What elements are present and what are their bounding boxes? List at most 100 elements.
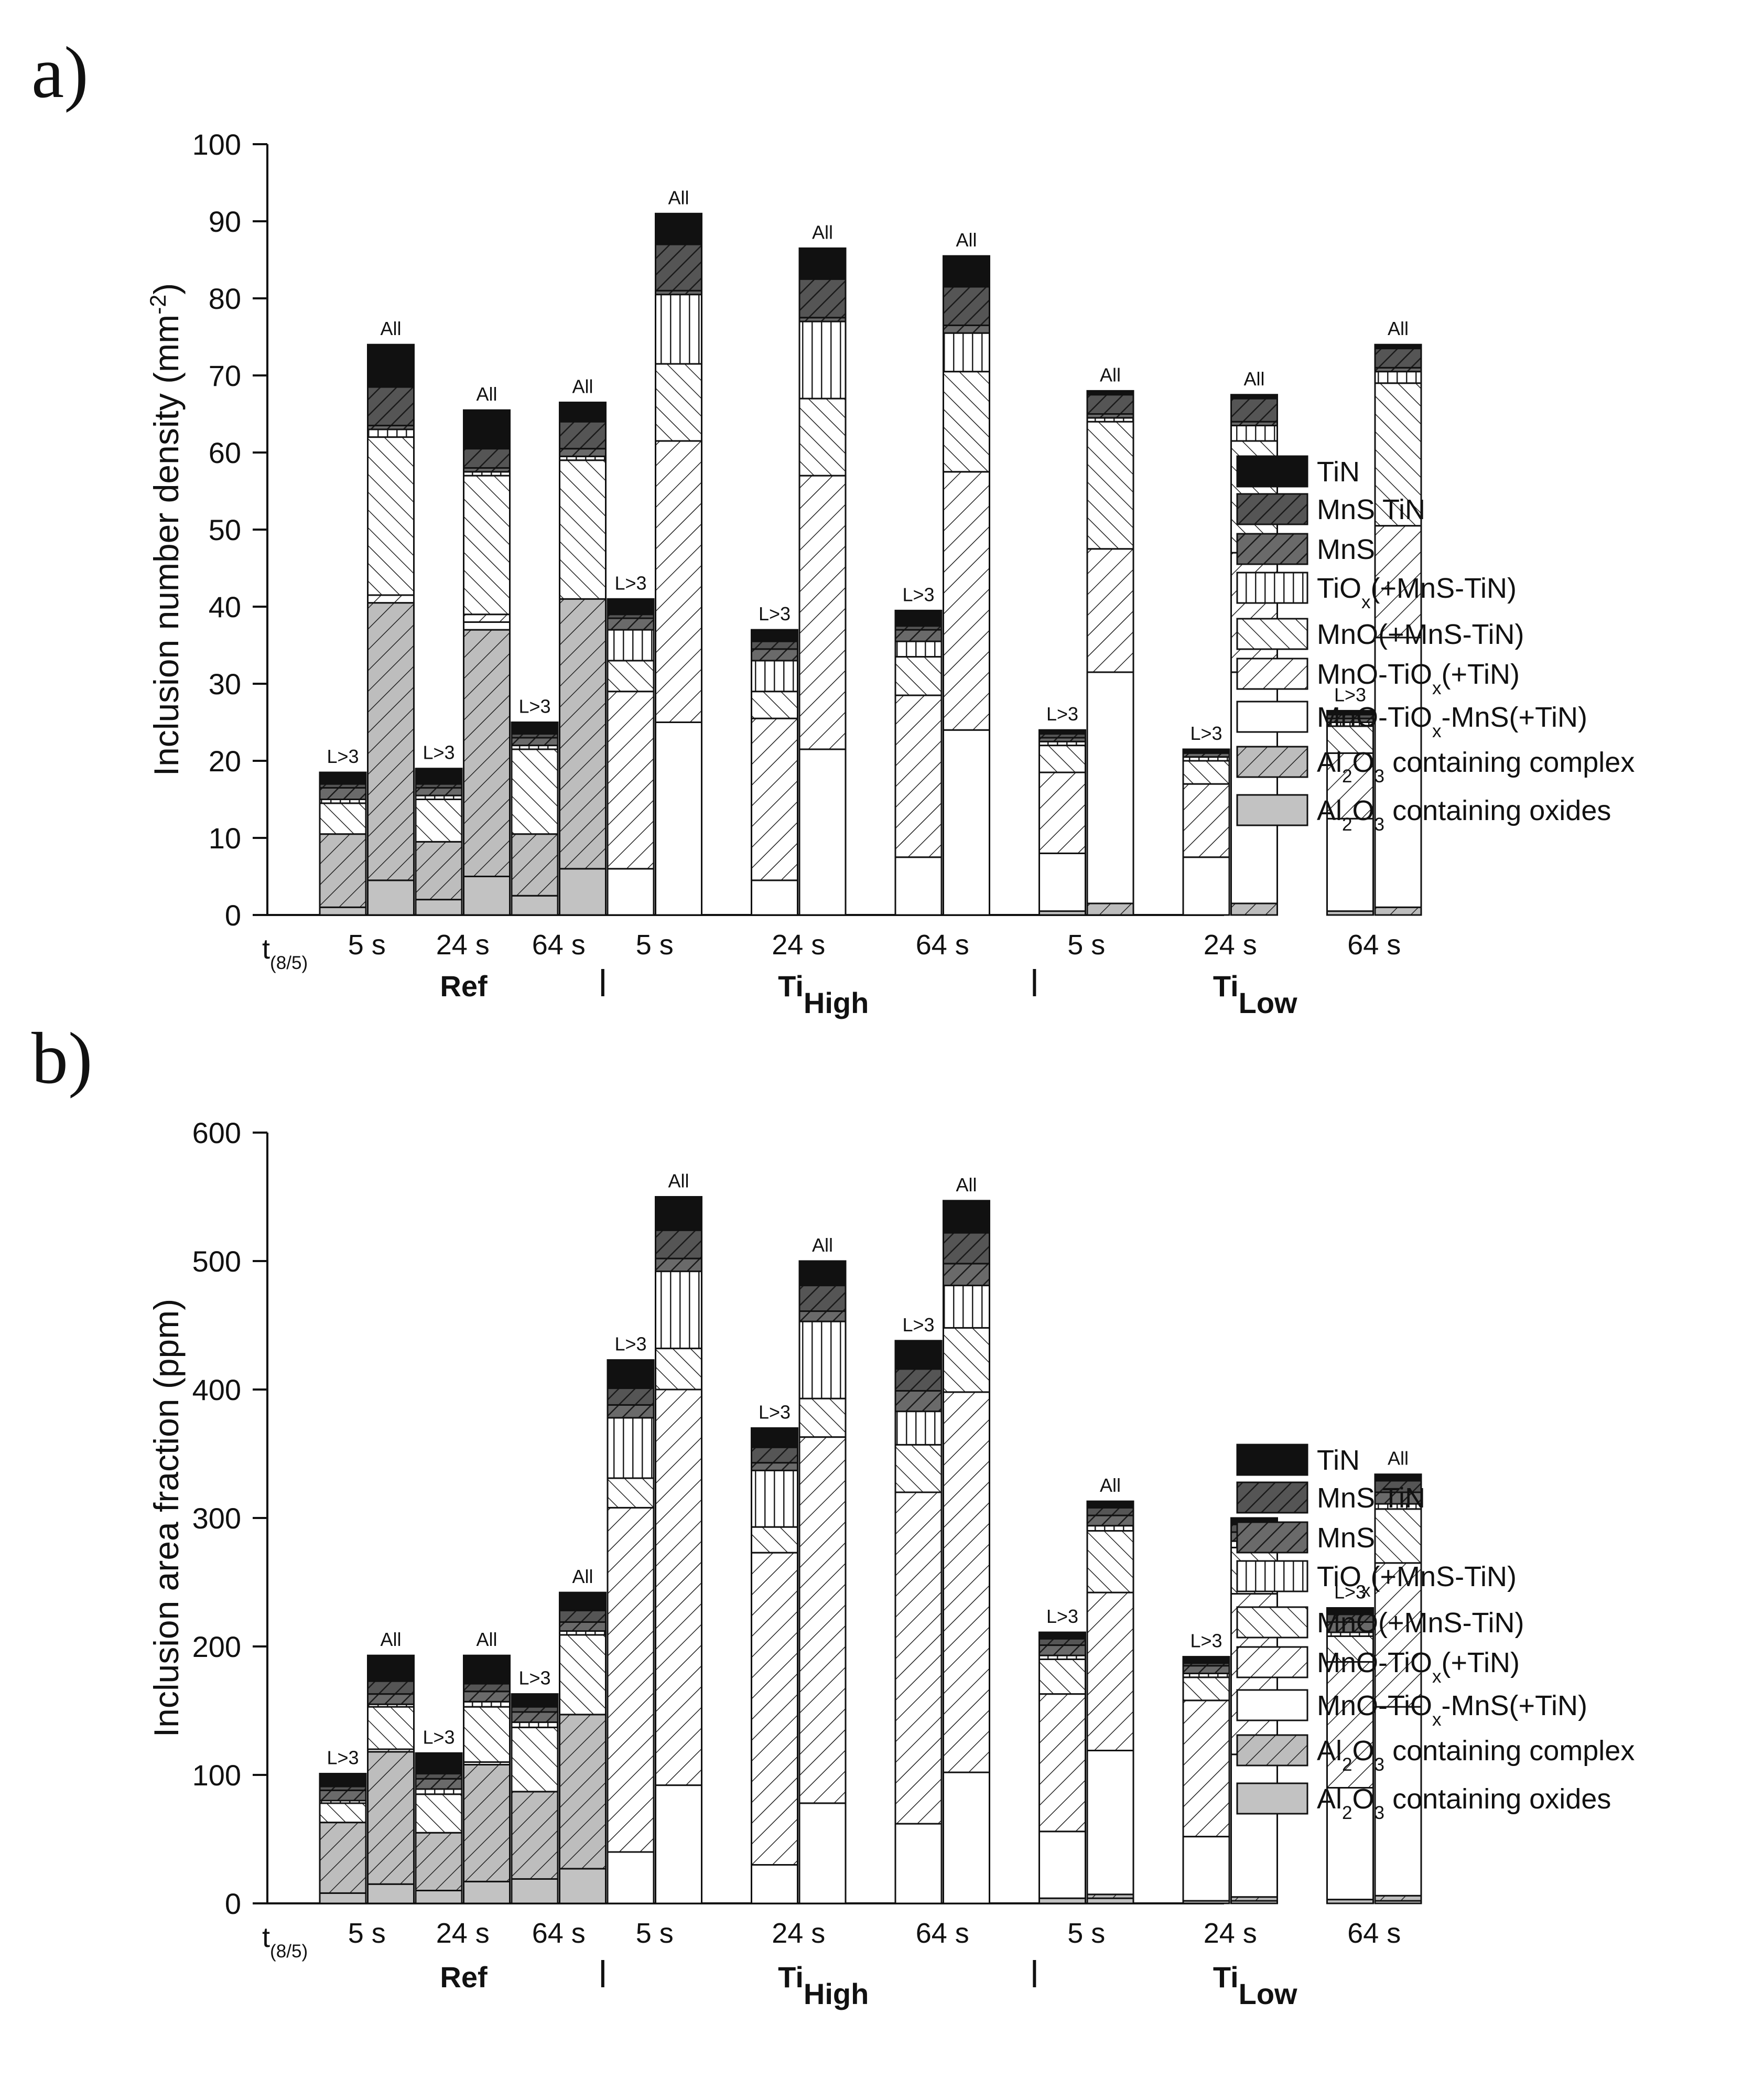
panel-b-label: b) (31, 1018, 93, 1099)
bar-label: L>3 (1046, 1606, 1078, 1627)
y-axis-title-text-part: Inclusion number density (mm (147, 315, 186, 776)
legend-label: TiOx(+MnS-TiN) (1317, 573, 1517, 612)
bar-segment-mns-pattern (1327, 1622, 1373, 1633)
bar-segment-tin-outline (415, 768, 463, 785)
bar-segment-tin-outline (943, 1200, 990, 1234)
group-label-main: Ti (1213, 1961, 1239, 1994)
bar-segment-mns-pattern (320, 788, 366, 800)
bar-segment-mns-pattern (512, 1711, 558, 1722)
bar-segment-tin-outline (463, 1654, 511, 1685)
legend-swatch-outline (1236, 1734, 1308, 1767)
bar-label: All (812, 1234, 833, 1256)
bar-segment-mnotiox-pattern (1327, 753, 1373, 819)
bar-segment-mnstin-pattern (943, 1233, 990, 1264)
legend-item-al2o3oxides: Al2O3 containing oxides (1236, 794, 1611, 835)
bar-segment-al2o3complex-pattern (512, 834, 558, 896)
bar-label: All (668, 187, 689, 208)
legend-swatch-outline (1236, 1782, 1308, 1815)
bar-segment-mno-pattern (1087, 1531, 1133, 1593)
bar-segment-mns-pattern (655, 290, 702, 295)
bar-segment-mnotiox-pattern (1183, 1700, 1229, 1837)
bar-label: All (668, 1170, 689, 1192)
bar-label: L>3 (327, 1747, 359, 1769)
legend-label-part: O (1352, 1735, 1375, 1767)
bar-segment-mnstin-pattern (559, 1610, 606, 1622)
legend-item-mno: MnO(+MnS-TiN) (1236, 1606, 1524, 1639)
bar-segment-tin-outline (798, 1260, 847, 1287)
bar-segment-al2o3complex-pattern (463, 630, 510, 877)
bar-segment-mnstin-pattern (1375, 1480, 1421, 1492)
legend-label-part: MnO-TiO (1317, 659, 1432, 690)
bar-segment-mnstin-pattern (1327, 1614, 1373, 1622)
legend-item-mnstin: MnS TiN (1236, 493, 1425, 525)
bar-segment-tiox-pattern (1327, 1632, 1373, 1636)
legend-swatch-outline (1236, 1606, 1308, 1639)
bar-segment-mnotiox-pattern (608, 691, 654, 869)
bar-segment-mno-pattern (1183, 761, 1229, 784)
bar-segment-tiox-pattern (608, 630, 654, 661)
bar-segment-tiox-pattern (1039, 741, 1086, 746)
bar-label: L>3 (1334, 1581, 1366, 1603)
bar-segment-mns-pattern (1327, 718, 1373, 723)
bar-segment-al2o3oxides-base (512, 896, 558, 915)
y-tick-label: 10 (209, 822, 241, 855)
bar-segment-al2o3complex-pattern (1375, 907, 1421, 915)
legend-label-part: MnS TiN (1317, 1482, 1425, 1514)
bar-segment-mnstin-pattern (799, 1285, 846, 1311)
x-tick-label: 64 s (916, 1918, 969, 1949)
bar-label: L>3 (518, 696, 550, 717)
legend-swatch-outline (1236, 1646, 1308, 1678)
legend-swatch-outline (1236, 1560, 1308, 1592)
bar-segment-tin-outline (559, 1591, 607, 1611)
bar-segment-mns-pattern (559, 448, 606, 457)
bar-segment-tin-base (512, 1694, 558, 1707)
bar-segment-mnstin-pattern (463, 448, 510, 468)
bar-segment-mno-pattern (512, 1727, 558, 1792)
bar-segment-mnotiox-pattern (751, 718, 798, 880)
bar-segment-tiox-pattern (751, 1470, 798, 1527)
group-label: Ref (440, 1961, 488, 1994)
bar-segment-tin-base (799, 248, 846, 279)
bar-segment-mnstin-pattern (463, 1684, 510, 1692)
bar-segment-tin-base (1231, 394, 1278, 399)
bar-segment-tin-outline (415, 1752, 463, 1775)
bar-segment-tin-outline (607, 1359, 655, 1390)
bar-segment-tin-base (799, 1261, 846, 1286)
y-tick-label: 0 (225, 1887, 241, 1920)
bar-segment-tiox-pattern (512, 745, 558, 749)
bar-segment-tin-base (1375, 344, 1421, 349)
bar-segment-al2o3oxides-base (1327, 1899, 1373, 1903)
legend-label-part: -MnS(+TiN) (1442, 1690, 1588, 1721)
legend-label-part: 2 (1342, 1803, 1352, 1823)
bar-segment-mno-pattern (799, 399, 846, 476)
legend-label-part: Al (1317, 747, 1342, 778)
bar-segment-mnotioxmns-base (1183, 857, 1229, 915)
bar-segment-tiox-pattern (1327, 722, 1373, 726)
legend-label-part: x (1432, 721, 1442, 741)
bar-segment-tin-base (1375, 1474, 1421, 1481)
bar-label: All (956, 229, 977, 251)
bar-stack: All (463, 1629, 511, 1904)
bar-stack: L>3 (1182, 1630, 1230, 1904)
legend-label-part: containing complex (1384, 1735, 1635, 1767)
legend-label-part: O (1352, 747, 1375, 778)
bar-segment-mnotioxmns-base (608, 1852, 654, 1903)
bar-stack: L>3 (1038, 703, 1086, 916)
bar-segment-mnstin-pattern (320, 784, 366, 788)
bar-segment-al2o3oxides-base (320, 1893, 366, 1903)
bar-stack: L>3 (607, 572, 655, 916)
bar-label: L>3 (614, 572, 646, 594)
bar-segment-mno-pattern (943, 371, 990, 472)
bar-segment-tin-base (367, 344, 414, 387)
legend-label-part: (+MnS-TiN) (1371, 1561, 1517, 1592)
bar-label: L>3 (1190, 1630, 1222, 1652)
legend-swatch-outline (1236, 658, 1308, 690)
bar-segment-mnstin-pattern (608, 1388, 654, 1405)
bar-segment-tin-base (559, 1592, 606, 1611)
legend-swatch-pattern (1237, 1735, 1307, 1765)
bar-segment-mns-pattern (799, 1311, 846, 1322)
x-tick-label: 24 s (436, 929, 490, 961)
y-tick-label: 50 (209, 513, 241, 546)
bar-segment-tiox-pattern (943, 1285, 990, 1328)
x-tick-label: 5 s (348, 929, 386, 961)
